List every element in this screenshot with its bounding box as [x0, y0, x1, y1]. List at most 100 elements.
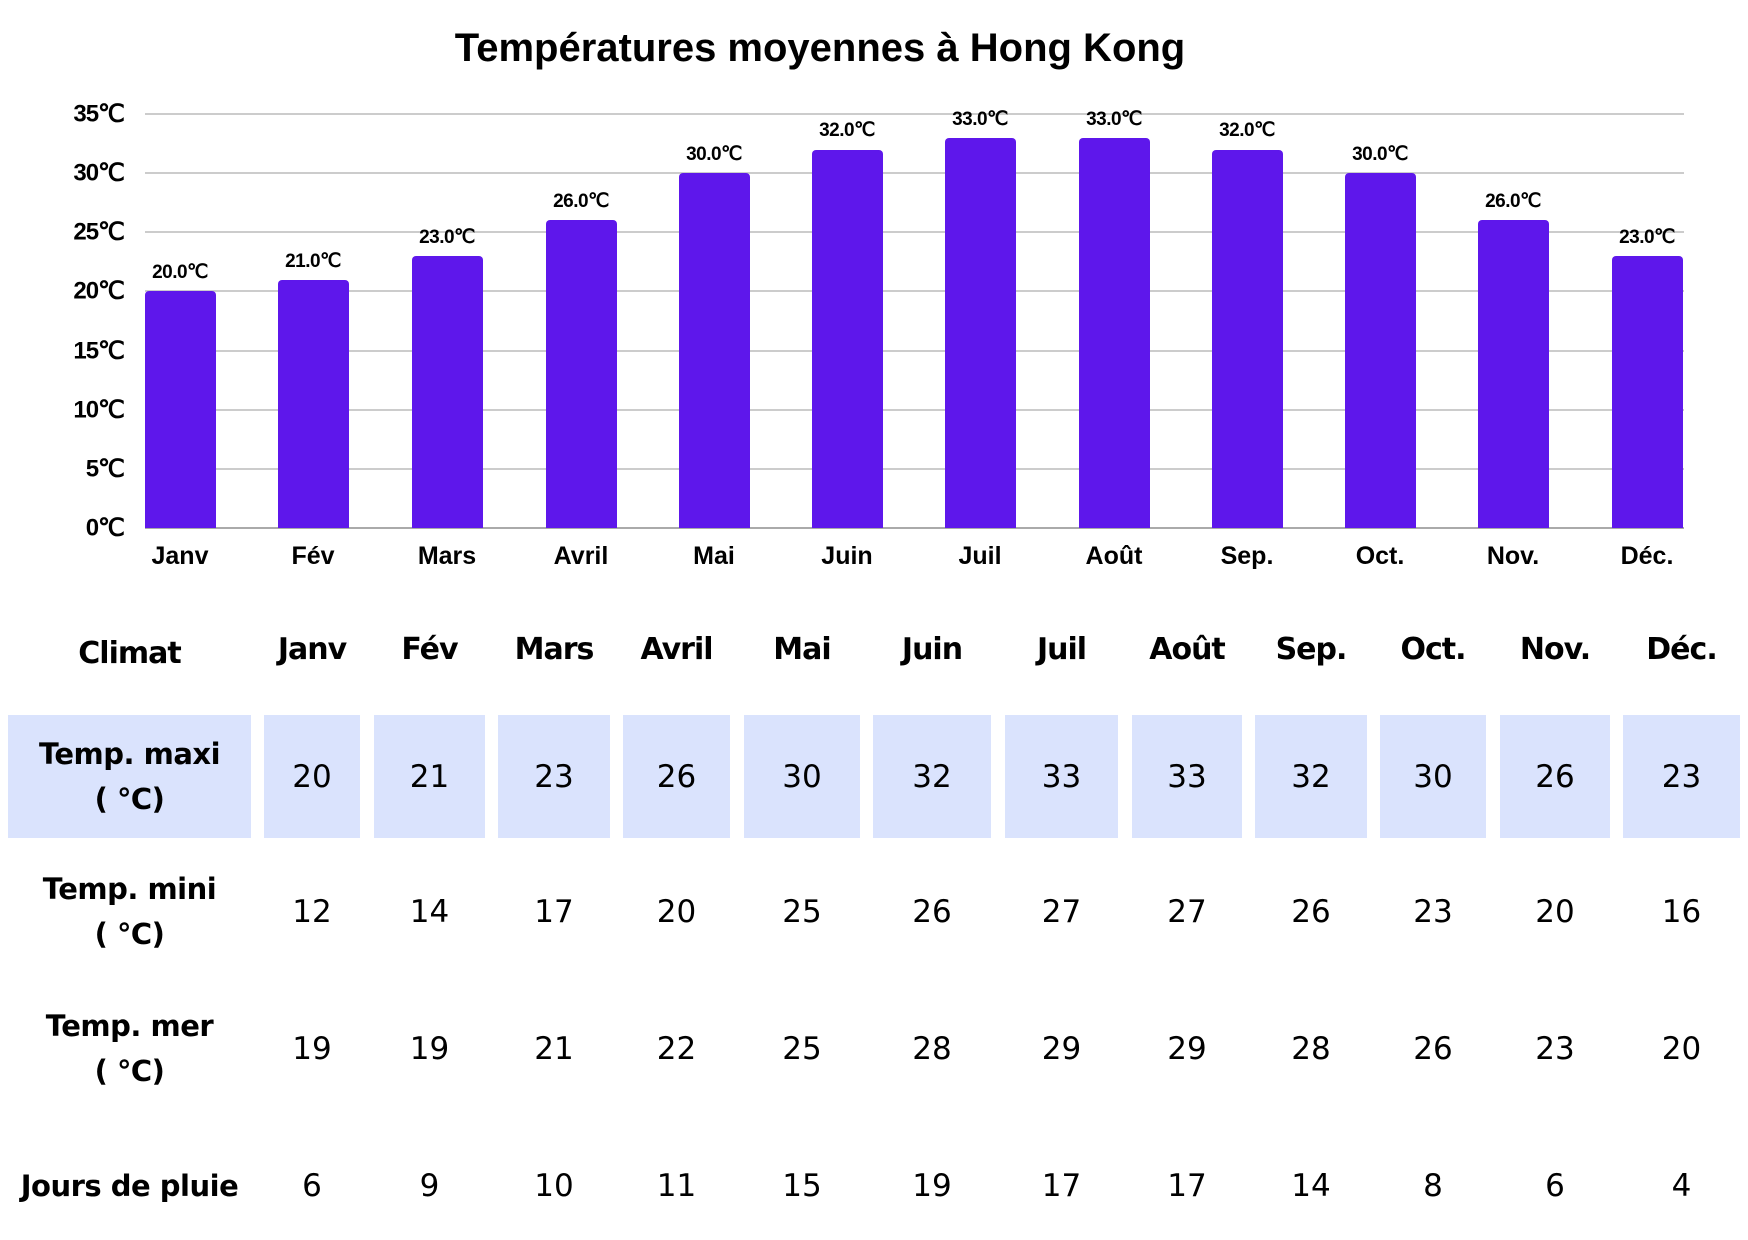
table-cell: 29	[1041, 1031, 1082, 1067]
bar-10	[1478, 220, 1549, 528]
table-cell: 16	[1661, 893, 1702, 930]
table-cell: 27	[1041, 893, 1082, 930]
table-header-month: Juil	[1036, 632, 1087, 667]
table-cell: 4	[1671, 1168, 1692, 1204]
y-tick-label: 35℃	[73, 100, 125, 128]
table-cell: 27	[1167, 893, 1207, 930]
y-tick-label: 10℃	[73, 396, 125, 424]
y-tick-label: 30℃	[73, 159, 125, 187]
y-tick-label: 15℃	[73, 337, 125, 365]
table-cell: 17	[1041, 1168, 1082, 1204]
table-header-month: Janv	[277, 632, 347, 667]
table-cell: 26	[1500, 715, 1610, 838]
table-cell: 32	[873, 715, 991, 838]
bar-value-label: 26.0℃	[553, 191, 609, 213]
table-row-label: Temp. mini ( ℃)	[8, 853, 251, 970]
gridline	[145, 408, 1684, 411]
x-tick-label: Nov.	[1486, 542, 1540, 570]
x-tick-label: Janv	[151, 542, 209, 570]
bar-value-label: 20.0℃	[152, 262, 208, 284]
table-cell: 23	[1623, 715, 1740, 838]
table-header-month: Avril	[640, 632, 713, 667]
table-cell: 23	[1535, 1031, 1575, 1067]
bar-value-label: 33.0℃	[952, 108, 1008, 130]
table-cell: 20	[264, 715, 360, 838]
gridline	[145, 113, 1684, 115]
x-tick-label: Déc.	[1620, 542, 1674, 570]
table-cell: 20	[1535, 893, 1575, 930]
x-tick-label: Fév	[291, 542, 335, 570]
bar-9	[1345, 173, 1416, 528]
table-cell: 9	[419, 1168, 440, 1204]
bar-1	[278, 279, 349, 528]
bar-value-label: 32.0℃	[819, 120, 875, 142]
table-header-month: Sep.	[1275, 632, 1348, 667]
gridline	[145, 172, 1684, 175]
table-cell: 12	[292, 893, 332, 930]
table-cell: 30	[1380, 715, 1486, 838]
x-tick-label: Juil	[958, 542, 1002, 570]
table-cell: 30	[744, 715, 860, 838]
x-tick-label: Avril	[553, 542, 609, 570]
table-header-month: Août	[1149, 632, 1226, 667]
bar-value-label: 26.0℃	[1485, 191, 1541, 213]
table-cell: 25	[782, 893, 822, 930]
table-cell: 21	[534, 1031, 574, 1067]
table-cell: 23	[498, 715, 610, 838]
row-label-unit: ( ℃)	[94, 916, 165, 951]
bar-8	[1212, 149, 1283, 528]
bar-value-label: 30.0℃	[1352, 144, 1408, 166]
table-cell: 11	[656, 1168, 697, 1204]
gridline	[145, 231, 1684, 234]
x-tick-label: Août	[1085, 542, 1143, 570]
row-label-line1: Temp. mini	[42, 871, 217, 906]
y-tick-label: 25℃	[73, 218, 125, 246]
row-label-line1: Temp. maxi	[38, 736, 221, 771]
table-header-month: Juin	[901, 632, 963, 667]
bar-value-label: 23.0℃	[419, 226, 475, 248]
table-cell: 28	[1291, 1031, 1331, 1067]
table-cell: 22	[656, 1031, 697, 1067]
gridline	[145, 290, 1684, 293]
table-cell: 25	[782, 1031, 822, 1067]
gridline	[145, 349, 1684, 352]
table-cell: 17	[534, 893, 574, 930]
row-label-line1: Jours de pluie	[20, 1168, 239, 1203]
bar-6	[945, 137, 1016, 528]
table-cell: 14	[1291, 1168, 1331, 1204]
x-tick-label: Mai	[693, 542, 735, 570]
table-cell: 20	[656, 893, 697, 930]
bar-value-label: 23.0℃	[1619, 226, 1675, 248]
table-cell: 33	[1005, 715, 1118, 838]
table-header-month: Déc.	[1646, 632, 1717, 667]
bar-value-label: 32.0℃	[1219, 120, 1275, 142]
table-cell: 33	[1132, 715, 1242, 838]
table-header-month: Fév	[401, 632, 458, 667]
table-cell: 26	[912, 893, 952, 930]
bar-11	[1612, 255, 1683, 528]
row-label-line1: Temp. mer	[45, 1009, 214, 1043]
table-header-month: Oct.	[1400, 632, 1466, 667]
table-cell: 19	[912, 1168, 952, 1204]
bar-3	[546, 220, 617, 528]
y-tick-label: 0℃	[85, 514, 125, 542]
table-cell: 32	[1255, 715, 1367, 838]
table-cell: 26	[623, 715, 730, 838]
table-cell: 6	[302, 1168, 322, 1204]
table-cell: 14	[409, 893, 450, 930]
bar-4	[679, 173, 750, 528]
table-cell: 19	[292, 1031, 332, 1067]
bar-0	[145, 291, 216, 528]
table-cell: 20	[1661, 1031, 1702, 1067]
table-cell: 21	[374, 715, 485, 838]
x-tick-label: Oct.	[1355, 542, 1405, 570]
y-tick-label: 5℃	[85, 455, 125, 483]
table-header-month: Mars	[514, 632, 595, 667]
x-tick-label: Juin	[821, 542, 873, 570]
table-cell: 26	[1291, 893, 1331, 930]
bar-5	[812, 149, 883, 528]
y-tick-label: 20℃	[73, 277, 125, 305]
bar-value-label: 33.0℃	[1086, 108, 1142, 130]
table-cell: 26	[1413, 1031, 1453, 1067]
table-cell: 15	[782, 1168, 822, 1204]
